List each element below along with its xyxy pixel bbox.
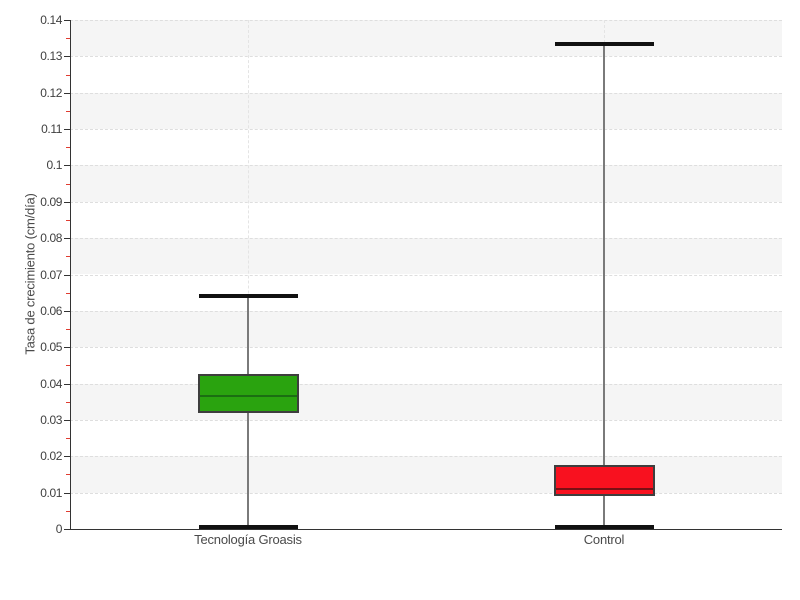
y-minor-tick xyxy=(66,292,70,294)
box-control xyxy=(553,465,655,497)
whisker-line xyxy=(603,43,605,528)
y-tick-label: 0.1 xyxy=(46,158,63,173)
grid-line-horizontal xyxy=(70,20,782,21)
y-tick-label: 0.11 xyxy=(41,122,62,137)
y-minor-tick xyxy=(66,365,70,367)
plot-band xyxy=(70,92,782,130)
y-tick-label: 0.07 xyxy=(40,267,62,282)
plot-band xyxy=(70,310,782,348)
y-major-tick xyxy=(64,129,70,131)
y-major-tick xyxy=(64,165,70,167)
plot-band xyxy=(70,238,782,275)
grid-line-vertical xyxy=(248,20,249,529)
y-tick-label: 0.02 xyxy=(40,449,62,464)
y-minor-tick xyxy=(66,38,70,40)
y-minor-tick xyxy=(66,183,70,185)
whisker-cap xyxy=(554,525,654,530)
y-major-tick xyxy=(64,492,70,494)
y-major-tick xyxy=(64,419,70,421)
plot-band xyxy=(70,20,782,57)
y-major-tick xyxy=(64,20,70,21)
y-minor-tick xyxy=(66,401,70,403)
grid-line-horizontal xyxy=(70,238,782,240)
y-tick-label: 0.14 xyxy=(40,13,62,27)
plot-band xyxy=(70,456,782,493)
grid-line-horizontal xyxy=(70,492,782,494)
y-tick-label: 0.05 xyxy=(40,340,62,355)
y-tick-label: 0.13 xyxy=(40,49,62,64)
y-minor-tick xyxy=(66,438,70,440)
whisker-cap xyxy=(554,41,654,46)
y-tick-label: 0.01 xyxy=(40,485,62,500)
y-major-tick xyxy=(64,274,70,276)
whisker-cap xyxy=(198,525,298,530)
y-major-tick xyxy=(64,201,70,203)
y-major-tick xyxy=(64,238,70,240)
grid-line-horizontal xyxy=(70,274,782,276)
y-tick-label: 0.12 xyxy=(40,85,62,100)
grid-line-horizontal xyxy=(70,419,782,421)
y-major-tick xyxy=(64,56,70,58)
x-category-label: Tecnología Groasis xyxy=(194,532,302,547)
y-axis-line xyxy=(70,20,71,529)
y-tick-label: 0.06 xyxy=(40,303,62,318)
y-minor-tick xyxy=(66,219,70,221)
y-major-tick xyxy=(64,383,70,385)
median-line xyxy=(199,395,297,398)
y-tick-label: 0.04 xyxy=(40,376,62,391)
y-minor-tick xyxy=(66,110,70,112)
y-major-tick xyxy=(64,347,70,349)
y-tick-label: 0 xyxy=(55,522,63,536)
box-groasis xyxy=(197,374,299,413)
y-tick-label: 0.03 xyxy=(40,412,62,427)
x-category-label: Control xyxy=(583,532,625,547)
y-minor-tick xyxy=(66,147,70,149)
x-axis-line xyxy=(70,529,782,530)
y-major-tick xyxy=(64,92,70,94)
grid-line-horizontal xyxy=(70,310,782,312)
plot-band xyxy=(70,383,782,420)
grid-line-horizontal xyxy=(70,456,782,458)
grid-line-horizontal xyxy=(70,201,782,203)
grid-line-horizontal xyxy=(70,347,782,349)
whisker-cap xyxy=(198,294,298,299)
y-minor-tick xyxy=(66,74,70,76)
y-major-tick xyxy=(64,529,70,530)
median-line xyxy=(555,488,653,490)
grid-line-horizontal xyxy=(70,56,782,58)
y-tick-label: 0.08 xyxy=(40,231,62,246)
y-minor-tick xyxy=(66,510,70,512)
grid-line-horizontal xyxy=(70,383,782,385)
grid-line-horizontal xyxy=(70,129,782,131)
grid-line-horizontal xyxy=(70,92,782,94)
y-minor-tick xyxy=(66,329,70,331)
y-tick-label: 0.09 xyxy=(40,194,62,209)
plot-band xyxy=(70,165,782,202)
y-major-tick xyxy=(64,310,70,312)
grid-line-horizontal xyxy=(70,165,782,167)
y-major-tick xyxy=(64,456,70,458)
y-minor-tick xyxy=(66,256,70,258)
y-minor-tick xyxy=(66,474,70,476)
